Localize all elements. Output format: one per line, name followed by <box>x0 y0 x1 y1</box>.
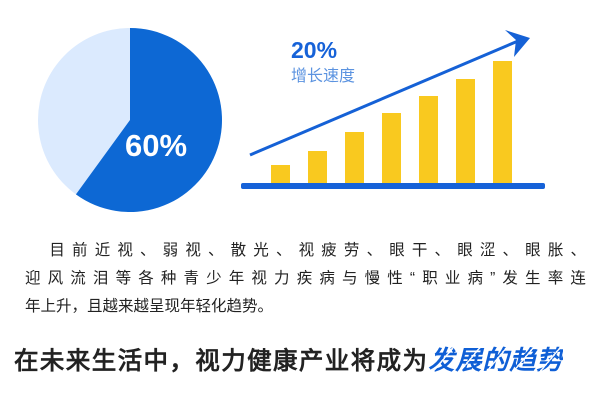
svg-text:60%: 60% <box>125 128 187 163</box>
svg-text:20%: 20% <box>291 37 337 63</box>
svg-text:增长速度: 增长速度 <box>291 67 355 85</box>
